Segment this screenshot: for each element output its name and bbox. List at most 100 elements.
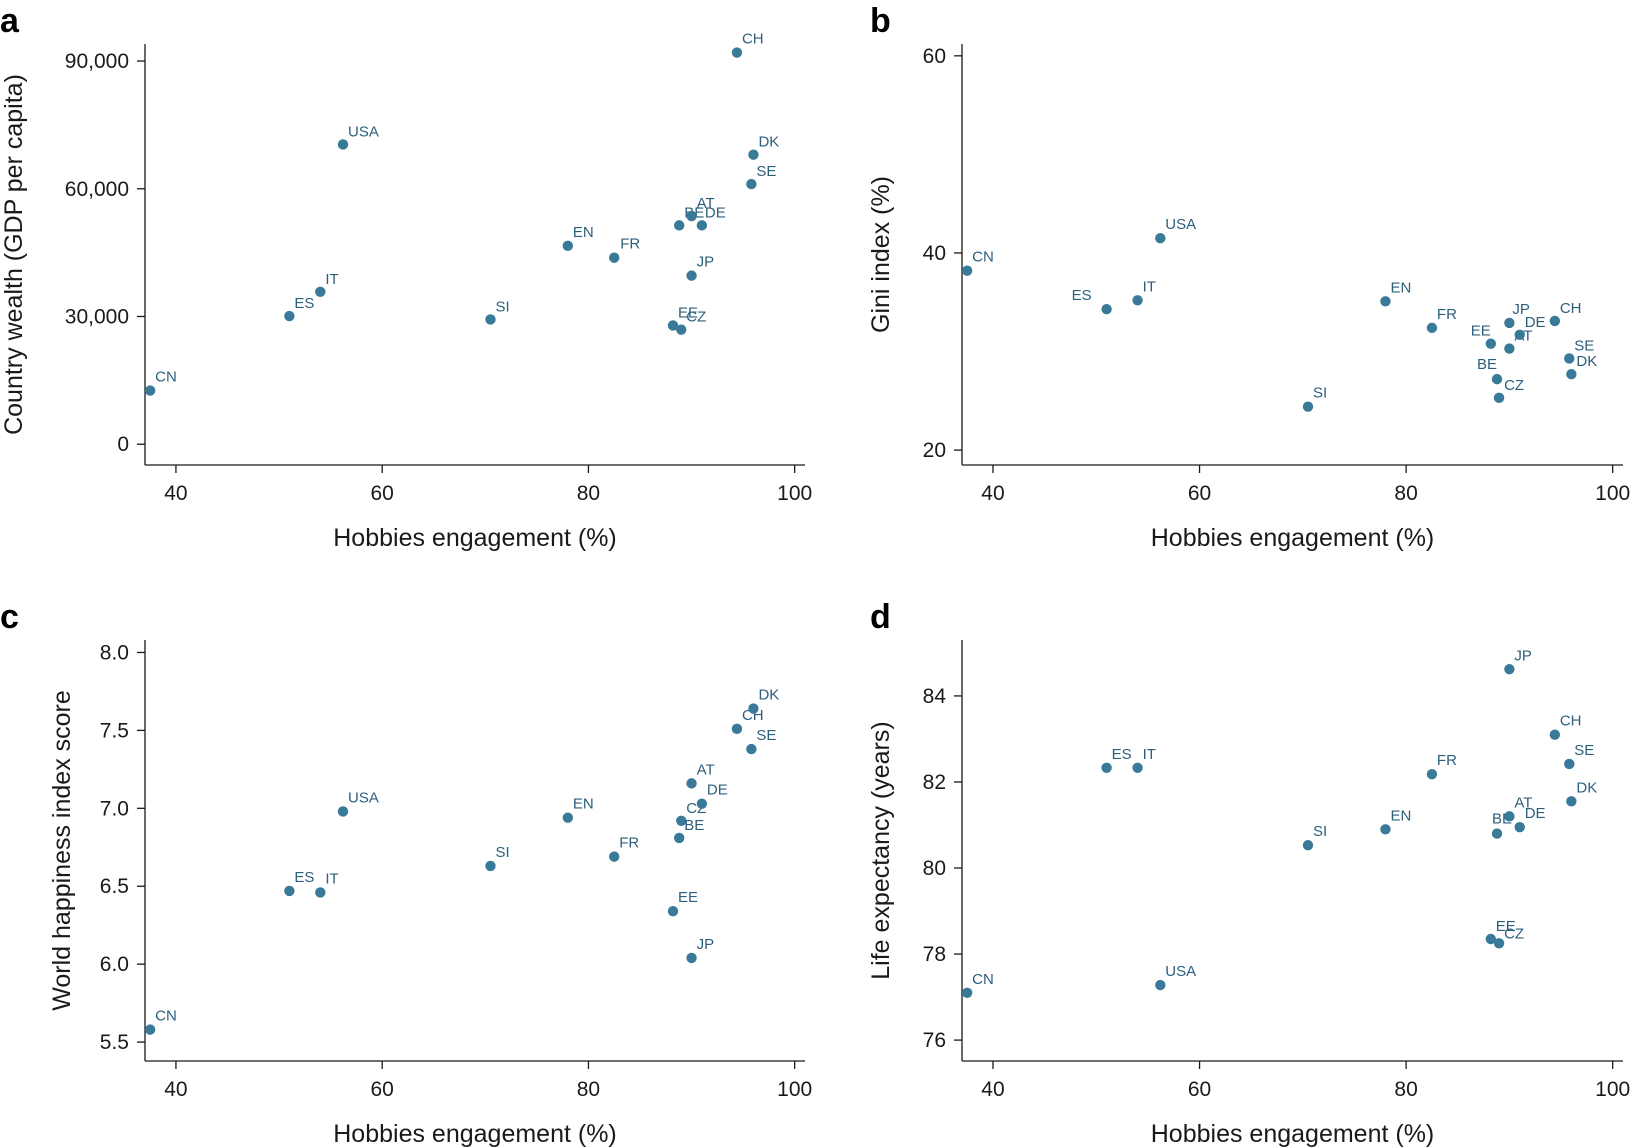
y-tick-label: 78 <box>923 943 946 966</box>
data-label-en: EN <box>573 796 594 813</box>
data-label-usa: USA <box>348 789 379 806</box>
x-tick-label: 80 <box>577 482 600 505</box>
data-point-si <box>1302 401 1314 412</box>
data-label-ee: EE <box>678 889 698 906</box>
y-tick-label: 0 <box>117 433 129 456</box>
data-label-dk: DK <box>758 687 779 704</box>
y-tick-label: 7.0 <box>100 797 129 820</box>
x-tick-label: 40 <box>981 1078 1004 1101</box>
x-tick-label: 40 <box>164 1078 187 1101</box>
data-point-dk <box>748 149 759 160</box>
data-label-ch: CH <box>1560 713 1582 730</box>
data-point-fr <box>1426 322 1438 334</box>
data-point-es <box>284 885 295 897</box>
data-point-it <box>1132 762 1143 773</box>
data-label-be: BE <box>684 817 704 834</box>
panel-letter: b <box>870 2 891 40</box>
y-axis-title: Life expectancy (years) <box>867 721 895 979</box>
data-label-se: SE <box>1574 337 1594 354</box>
data-label-si: SI <box>495 844 509 861</box>
data-label-fr: FR <box>620 236 640 253</box>
data-label-fr: FR <box>619 835 639 852</box>
data-label-fr: FR <box>1437 306 1457 323</box>
y-tick-label: 76 <box>923 1029 946 1052</box>
data-label-si: SI <box>495 298 509 315</box>
data-point-ch <box>731 47 743 58</box>
data-point-se <box>746 743 757 755</box>
data-point-ch <box>1549 315 1561 327</box>
data-point-en <box>562 240 574 252</box>
data-label-se: SE <box>756 727 776 744</box>
data-label-cn: CN <box>972 971 994 988</box>
data-point-dk <box>1566 369 1577 380</box>
panel-letter: a <box>0 2 20 40</box>
panel-c: c 40 60 80 100 5.5 6.0 6.5 7.0 7.5 8.0 Hobbies enga… <box>0 598 812 1148</box>
data-point-usa <box>337 139 349 150</box>
data-label-it: IT <box>1143 746 1156 763</box>
data-point-ee <box>667 905 679 917</box>
data-point-se <box>1564 353 1575 364</box>
data-point-cz <box>676 815 687 826</box>
data-label-usa: USA <box>1165 963 1196 980</box>
data-label-de: DE <box>705 204 726 221</box>
data-point-at <box>686 778 697 789</box>
data-point-si <box>1302 840 1314 851</box>
x-tick-label: 40 <box>981 482 1004 505</box>
data-point-jp <box>1504 664 1515 675</box>
data-label-it: IT <box>1143 278 1156 295</box>
data-label-ee: EE <box>1496 918 1516 935</box>
data-label-ch: CH <box>742 707 764 724</box>
data-label-en: EN <box>1390 807 1411 824</box>
data-point-cn <box>961 987 973 998</box>
data-point-it <box>1132 295 1143 306</box>
data-point-es <box>1101 762 1112 773</box>
y-tick-label: 90,000 <box>65 50 129 73</box>
data-label-es: ES <box>294 869 314 886</box>
data-point-si <box>485 314 496 325</box>
data-point-en <box>562 812 574 823</box>
data-label-en: EN <box>573 224 594 241</box>
data-point-be <box>1491 828 1503 839</box>
data-point-es <box>1101 303 1112 315</box>
data-point-usa <box>1155 979 1166 991</box>
data-point-cz <box>1493 392 1505 404</box>
panel-b: b 40 60 80 100 20 40 60 Hobbies engagement (%) Gi… <box>867 2 1630 552</box>
y-tick-label: 6.0 <box>100 953 129 976</box>
y-axis-title: World happiness index score <box>48 690 76 1011</box>
data-point-dk <box>1566 796 1577 807</box>
data-label-de: DE <box>1525 805 1546 822</box>
data-point-at <box>1504 811 1515 822</box>
data-point-en <box>1380 824 1391 835</box>
y-tick-label: 7.5 <box>100 719 129 742</box>
data-label-cz: CZ <box>686 309 706 326</box>
data-point-es <box>284 310 295 322</box>
data-label-si: SI <box>1313 385 1327 402</box>
y-tick-label: 84 <box>923 685 947 708</box>
x-tick-label: 80 <box>1394 482 1417 505</box>
x-tick-label: 100 <box>1595 1078 1630 1101</box>
x-tick-label: 60 <box>371 482 394 505</box>
data-point-si <box>485 860 496 872</box>
data-label-be: BE <box>1477 356 1497 373</box>
data-point-de <box>1514 329 1525 340</box>
y-tick-label: 80 <box>923 857 946 880</box>
data-point-cn <box>144 385 156 396</box>
panel-letter: d <box>870 598 891 636</box>
data-point-de <box>696 220 708 231</box>
data-label-jp: JP <box>697 254 715 271</box>
data-label-de: DE <box>707 782 728 799</box>
data-point-jp <box>686 952 697 964</box>
data-label-cz: CZ <box>1504 377 1524 394</box>
data-label-dk: DK <box>1576 353 1597 370</box>
data-label-ee: EE <box>1471 323 1491 340</box>
data-point-de <box>1514 821 1525 833</box>
x-axis-title: Hobbies engagement (%) <box>333 1120 617 1148</box>
data-point-at <box>686 210 697 222</box>
data-point-ch <box>731 723 743 735</box>
data-point-se <box>746 178 757 190</box>
data-label-ch: CH <box>1560 300 1582 317</box>
data-point-ee <box>1485 338 1497 349</box>
data-label-it: IT <box>325 870 338 887</box>
x-tick-label: 60 <box>1188 482 1211 505</box>
data-point-cn <box>144 1024 156 1035</box>
